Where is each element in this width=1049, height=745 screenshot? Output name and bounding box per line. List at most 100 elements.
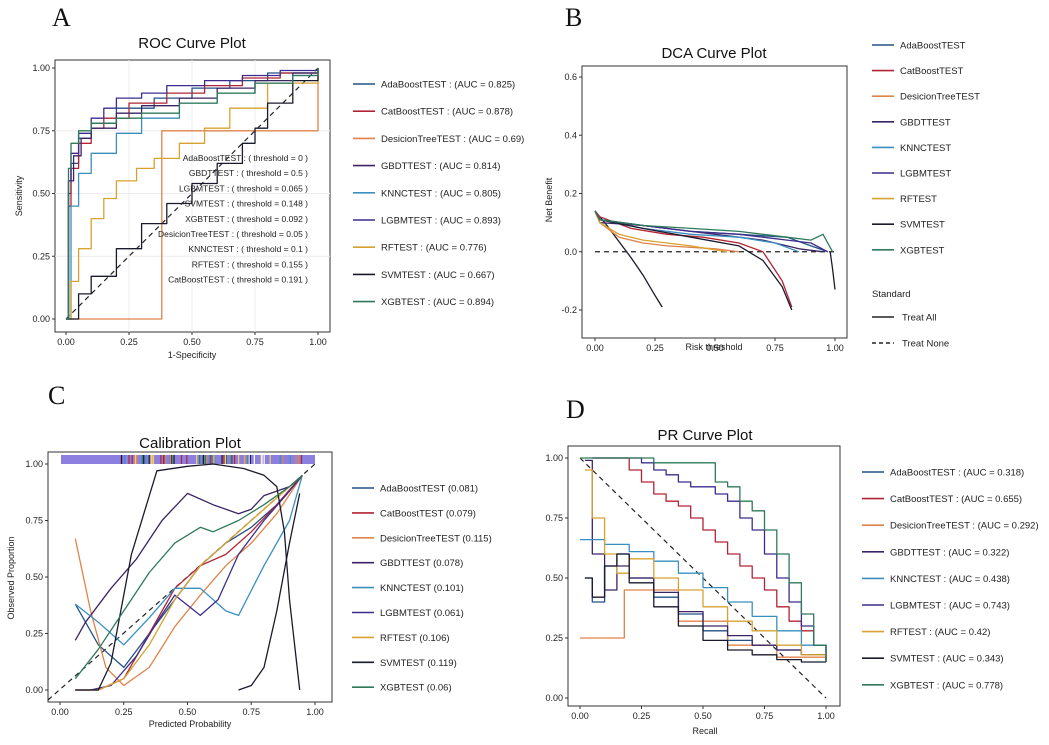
roc-threshold-annotation: CatBoostTEST : ( threshold = 0.191 ): [168, 275, 308, 285]
calibration-line-lgbm: [75, 474, 303, 691]
pr-line-gbdt: [584, 459, 827, 662]
pr-plot-frame: [567, 445, 841, 707]
calibration-line-rf: [75, 474, 303, 691]
dca-line-rf: [594, 210, 728, 253]
calibration-ytick-label: 0.00: [25, 685, 43, 695]
legend-label: KNNCTEST : (AUC = 0.805): [381, 188, 501, 199]
legend-label: LGBMTEST : (AUC = 0.893): [381, 216, 501, 227]
pr-xlabel: Recall: [692, 726, 717, 736]
calibration-line-knn: [74, 475, 303, 646]
legend-item: CatBoostTEST : (AUC = 0.655): [862, 494, 1022, 505]
legend-label: LGBMTEST : (AUC = 0.743): [890, 601, 1010, 612]
roc-threshold-annotation: LGBMTEST : ( threshold = 0.065 ): [179, 183, 308, 193]
pr-ytick-label: 0.25: [545, 633, 563, 643]
calibration-ytick-label: 0.75: [25, 516, 43, 526]
dca-ytick-label: 0.2: [564, 189, 577, 199]
dca-ytick-label: 0.6: [564, 72, 577, 82]
legend-label: DesicionTreeTEST : (AUC = 0.69): [381, 134, 524, 145]
roc-line-xgb: [66, 68, 319, 320]
legend-item: AdaBoostTEST: [872, 41, 966, 52]
roc-xlabel: 1-Specificity: [168, 350, 217, 360]
pr-xtick-label: 0.50: [694, 711, 712, 721]
panel-pr: D PR Curve Plot 0.00 0.25 0.50 0.75 1.00 0.00…: [545, 395, 1038, 736]
legend-label: SVMTEST : (AUC = 0.343): [890, 654, 1004, 665]
pr-line-xgb: [580, 457, 827, 662]
roc-line-svm: [66, 68, 319, 320]
legend-item: CatBoostTEST: [872, 66, 964, 77]
dca-standard-title: Standard: [872, 289, 911, 300]
dca-xtick-label: 0.75: [766, 343, 784, 353]
legend-label: DesicionTreeTEST : (AUC = 0.292): [890, 521, 1039, 532]
calibration-line-xgb: [74, 474, 303, 680]
dca-line-adaboost: [594, 210, 829, 253]
legend-label: RFTEST: [900, 194, 937, 205]
panel-roc: A ROC Curve Plot 0.00 0.25 0.50 0.75 1.00 0.0…: [14, 3, 524, 360]
legend-item: GBDTTEST: [872, 117, 951, 128]
dca-xlabel: Risk threshold: [685, 342, 742, 352]
legend-label: KNNCTEST : (AUC = 0.438): [890, 574, 1010, 585]
roc-xtick-label: 1.00: [309, 337, 327, 347]
legend-label: GBDTTEST : (AUC = 0.322): [890, 547, 1009, 558]
legend-label: XGBTEST (0.06): [380, 683, 452, 694]
legend-item: AdaBoostTEST : (AUC = 0.318): [862, 468, 1024, 479]
legend-label: RFTEST (0.106): [380, 633, 450, 644]
calibration-ytick-label: 1.00: [25, 459, 43, 469]
legend-item: RFTEST : (AUC = 0.42): [862, 627, 990, 638]
calibration-xtick-label: 1.00: [306, 707, 324, 717]
roc-threshold-annotation: XGBTEST : ( threshold = 0.092 ): [185, 214, 308, 224]
roc-xtick-label: 0.25: [120, 337, 138, 347]
dca-xtick-label: 0.00: [586, 343, 604, 353]
legend-label: GBDTTEST (0.078): [380, 558, 463, 569]
legend-item: XGBTEST : (AUC = 0.894): [353, 297, 494, 308]
roc-threshold-annotation: SVMTEST : ( threshold = 0.148 ): [185, 199, 309, 209]
calibration-line-catboost: [75, 474, 303, 691]
pr-line-svm: [584, 553, 826, 663]
dca-line-xgb: [594, 210, 834, 253]
legend-item: KNNCTEST : (AUC = 0.438): [862, 574, 1010, 585]
legend-label: LGBMTEST: [900, 169, 951, 180]
dca-xtick-label: 0.25: [646, 343, 664, 353]
legend-item: DesicionTreeTEST (0.115): [352, 533, 492, 544]
roc-ytick-label: 0.75: [32, 126, 50, 136]
calibration-line-gbdt: [74, 474, 303, 641]
roc-threshold-annotation: RFTEST : ( threshold = 0.155 ): [192, 259, 308, 269]
legend-item: DesicionTreeTEST : (AUC = 0.292): [862, 521, 1039, 532]
roc-threshold-annotation: GBDTTEST : ( threshold = 0.5 ): [189, 168, 308, 178]
roc-xtick-label: 0.00: [57, 337, 75, 347]
legend-item: LGBMTEST: [872, 169, 951, 180]
legend-label: RFTEST : (AUC = 0.776): [381, 243, 487, 254]
roc-ytick-label: 0.50: [32, 189, 50, 199]
legend-label: XGBTEST: [900, 245, 945, 256]
legend-label: CatBoostTEST: [900, 66, 964, 77]
roc-xtick-label: 0.50: [183, 337, 201, 347]
legend-item: DesicionTreeTEST: [872, 92, 980, 103]
roc-threshold-annotation: KNNCTEST : ( threshold = 0.1 ): [188, 244, 308, 254]
pr-xtick-label: 0.25: [633, 711, 651, 721]
panel-letter-c: C: [48, 381, 65, 410]
dca-xtick-label: 0.50: [706, 343, 724, 353]
legend-item: LGBMTEST : (AUC = 0.893): [353, 216, 501, 227]
legend-label: GBDTTEST : (AUC = 0.814): [381, 161, 500, 172]
calibration-xtick-label: 0.50: [179, 707, 197, 717]
roc-threshold-annotation: DesicionTreeTEST : ( threshold = 0.05 ): [158, 229, 308, 239]
pr-line-knn: [580, 538, 827, 662]
treat-all-label: Treat All: [902, 313, 937, 324]
calibration-xlabel: Predicted Probability: [149, 719, 232, 729]
legend-item: GBDTTEST : (AUC = 0.814): [353, 161, 500, 172]
dca-line-catboost: [594, 210, 793, 308]
calibration-ytick-label: 0.25: [25, 629, 43, 639]
dca-ylabel: Net Benefit: [544, 177, 554, 222]
legend-item: AdaBoostTEST (0.081): [352, 484, 478, 495]
legend-label: CatBoostTEST (0.079): [380, 508, 476, 519]
dca-xtick-label: 1.00: [826, 343, 844, 353]
legend-label: SVMTEST (0.119): [380, 658, 457, 669]
legend-item: KNNCTEST : (AUC = 0.805): [353, 188, 501, 199]
roc-title: ROC Curve Plot: [138, 35, 246, 52]
dca-ytick-label: 0.0: [564, 247, 577, 257]
pr-line-rf: [584, 469, 827, 662]
legend-item: DesicionTreeTEST : (AUC = 0.69): [353, 134, 524, 145]
pr-ytick-label: 1.00: [545, 453, 563, 463]
legend-item: SVMTEST : (AUC = 0.667): [353, 270, 495, 281]
legend-item: SVMTEST : (AUC = 0.343): [862, 654, 1004, 665]
